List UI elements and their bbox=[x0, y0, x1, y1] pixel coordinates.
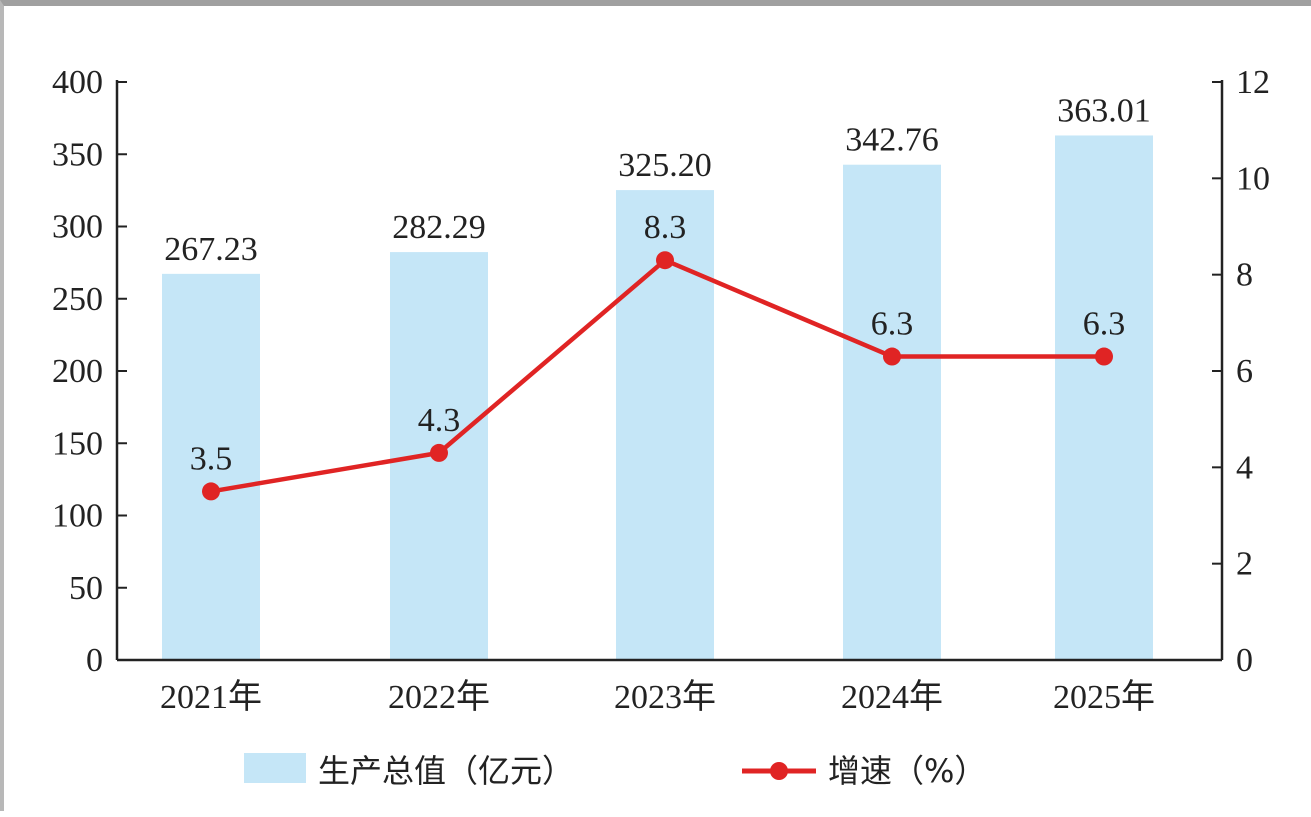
left-tick-label: 400 bbox=[52, 64, 103, 101]
growth-point-4 bbox=[883, 347, 901, 366]
axes-layer: 0 50 100 150 200 250 300 350 400 0 2 4 6 8 10 12 2021年 20… bbox=[52, 64, 1270, 716]
right-tick-label: 2 bbox=[1236, 546, 1253, 583]
category-label: 2023年 bbox=[614, 678, 716, 716]
growth-point-5 bbox=[1095, 347, 1113, 366]
right-tick-label: 6 bbox=[1236, 353, 1253, 390]
legend-line-marker bbox=[770, 762, 788, 780]
left-tick-label: 50 bbox=[69, 570, 103, 607]
left-tick-label: 200 bbox=[52, 353, 103, 390]
left-tick-label: 150 bbox=[52, 425, 103, 462]
category-label: 2024年 bbox=[841, 678, 943, 716]
category-label: 2021年 bbox=[160, 678, 262, 716]
bar-value-label: 267.23 bbox=[164, 231, 258, 268]
left-tick-label: 0 bbox=[86, 642, 103, 679]
category-label: 2022年 bbox=[388, 678, 490, 716]
right-tick-label: 8 bbox=[1236, 257, 1253, 294]
category-label: 2025年 bbox=[1053, 678, 1155, 716]
legend: 生产总值（亿元） 增速（%） bbox=[244, 752, 986, 790]
left-tick-label: 300 bbox=[52, 209, 103, 246]
left-tick-label: 250 bbox=[52, 281, 103, 318]
labels-layer: 267.23 282.29 325.20 342.76 363.01 3.5 4.3 8.3 6… bbox=[164, 92, 1151, 477]
right-tick-label: 10 bbox=[1236, 160, 1270, 197]
legend-bar-swatch bbox=[244, 753, 306, 783]
bar-value-label: 342.76 bbox=[845, 122, 939, 159]
growth-point-2 bbox=[430, 443, 448, 462]
legend-bar-label: 生产总值（亿元） bbox=[318, 752, 574, 790]
bar-4 bbox=[843, 164, 941, 661]
growth-point-3 bbox=[656, 251, 674, 270]
bar-value-label: 363.01 bbox=[1057, 92, 1151, 129]
growth-value-label: 8.3 bbox=[644, 209, 687, 246]
bar-value-label: 282.29 bbox=[392, 209, 486, 246]
bar-value-label: 325.20 bbox=[618, 147, 712, 184]
growth-value-label: 4.3 bbox=[418, 402, 461, 439]
growth-value-label: 6.3 bbox=[871, 306, 914, 343]
bar-1 bbox=[162, 273, 260, 660]
bar-5 bbox=[1055, 135, 1153, 660]
right-tick-label: 12 bbox=[1236, 64, 1270, 101]
growth-value-label: 6.3 bbox=[1083, 306, 1126, 343]
left-tick-label: 100 bbox=[52, 498, 103, 535]
right-tick-label: 0 bbox=[1236, 642, 1253, 679]
growth-value-label: 3.5 bbox=[190, 440, 233, 477]
left-tick-label: 350 bbox=[52, 136, 103, 173]
legend-line-label: 增速（%） bbox=[828, 752, 986, 790]
chart-canvas: 0 50 100 150 200 250 300 350 400 0 2 4 6 8 10 12 2021年 20… bbox=[52, 64, 1270, 790]
line-layer bbox=[202, 251, 1113, 501]
right-tick-label: 4 bbox=[1236, 449, 1253, 486]
growth-point-1 bbox=[202, 482, 220, 501]
